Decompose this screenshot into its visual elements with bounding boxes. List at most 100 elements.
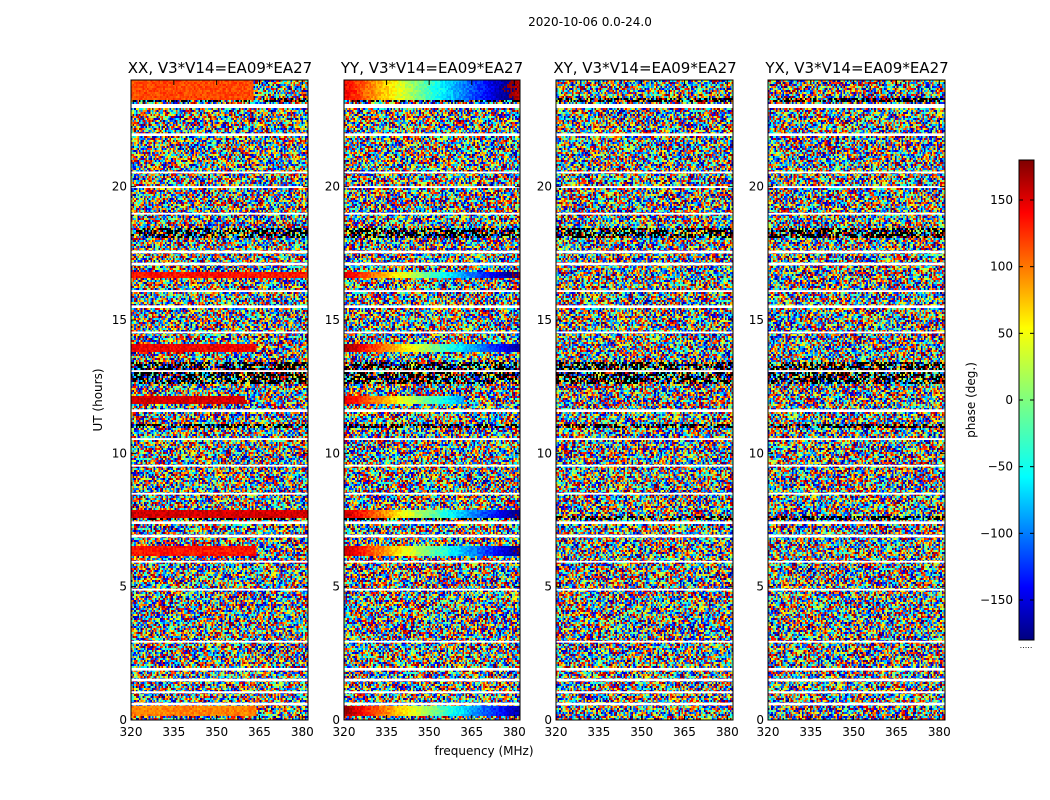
y-axis-label: UT (hours) (91, 368, 105, 431)
y-tick-label-xy-5: 5 (544, 580, 552, 594)
flagged-row-yx-5 (768, 588, 945, 591)
flagged-row-xy-9 (556, 492, 733, 495)
flagged-row-yx-12 (768, 409, 945, 412)
flagged-row-xx-5 (131, 588, 308, 591)
y-tick-label-xx-20: 20 (112, 180, 127, 194)
flagged-row-yx-1 (768, 691, 945, 694)
flagged-row-yy-5 (344, 588, 520, 591)
flagged-row-yx-19 (768, 212, 945, 215)
colorbar-tick-label-1: 100 (990, 260, 1013, 274)
flagged-row-xy-21 (556, 171, 733, 174)
flagged-row-yy-8 (344, 521, 520, 524)
flagged-row-xy-1 (556, 691, 733, 694)
y-tick-label-yx-15: 15 (749, 313, 764, 327)
y-tick-label-yx-20: 20 (749, 180, 764, 194)
flagged-row-xx-15 (131, 305, 308, 308)
flagged-row-xx-20 (131, 186, 308, 188)
flagged-row-xy-23 (556, 104, 733, 108)
flagged-row-yx-7 (768, 534, 945, 538)
colorbar-footer: ..... (1020, 641, 1033, 650)
flagged-row-yy-0 (344, 702, 520, 706)
axes-frame-xy (555, 79, 734, 721)
colorbar: 150 100 50 0 −50 −100 −150 phase (deg.) ..... (964, 159, 1035, 650)
x-tick-label-yy-350: 350 (418, 725, 441, 739)
flagged-row-xy-17 (556, 262, 733, 266)
y-tick-label-yx-5: 5 (756, 580, 764, 594)
axes-frame-yx (767, 79, 946, 721)
flagged-row-yx-10 (768, 464, 945, 467)
x-tick-label-yx-380: 380 (928, 725, 951, 739)
flagged-row-yx-4 (768, 640, 945, 643)
flagged-row-xx-7 (131, 534, 308, 538)
y-tick-label-yy-20: 20 (325, 180, 340, 194)
x-tick-label-yy-320: 320 (333, 725, 356, 739)
flagged-row-xx-11 (131, 438, 308, 440)
flagged-row-xy-3 (556, 668, 733, 671)
flagged-row-xy-4 (556, 640, 733, 643)
panel-title-yy: YY, V3*V14=EA09*EA27 (340, 59, 523, 77)
x-tick-label-yy-365: 365 (460, 725, 483, 739)
flagged-row-xy-11 (556, 438, 733, 440)
flagged-row-yx-0 (768, 702, 945, 706)
flagged-row-yy-16 (344, 290, 520, 292)
flagged-row-xx-9 (131, 492, 308, 495)
heatmap-image-yx (768, 80, 945, 720)
flagged-row-xx-8 (131, 521, 308, 524)
x-tick-label-yx-320: 320 (757, 725, 780, 739)
colorbar-tick-label-2: 50 (998, 326, 1013, 340)
y-tick-label-yy-15: 15 (325, 313, 340, 327)
flagged-row-xx-2 (131, 678, 308, 682)
flagged-row-yy-21 (344, 171, 520, 174)
flagged-row-xy-14 (556, 331, 733, 334)
flagged-row-yx-22 (768, 133, 945, 136)
flagged-row-xy-16 (556, 290, 733, 292)
flagged-row-xx-17 (131, 262, 308, 266)
flagged-row-yy-15 (344, 305, 520, 308)
flagged-row-yy-22 (344, 133, 520, 136)
figure-suptitle: 2020-10-06 0.0-24.0 (528, 15, 652, 29)
flagged-row-yy-17 (344, 262, 520, 266)
y-tick-label-xy-20: 20 (537, 180, 552, 194)
flagged-row-xy-10 (556, 464, 733, 467)
y-tick-label-xx-5: 5 (119, 580, 127, 594)
flagged-row-yx-2 (768, 678, 945, 682)
colorbar-label: phase (deg.) (964, 362, 978, 438)
x-tick-label-yy-335: 335 (375, 725, 398, 739)
flagged-row-yy-19 (344, 212, 520, 215)
y-tick-label-xy-10: 10 (537, 446, 552, 460)
flagged-row-xx-19 (131, 212, 308, 215)
colorbar-tick-label-3: 0 (1005, 393, 1013, 407)
y-tick-label-xx-0: 0 (119, 713, 127, 727)
flagged-row-xy-19 (556, 212, 733, 215)
flagged-row-xx-18 (131, 250, 308, 254)
flagged-row-yy-12 (344, 409, 520, 412)
colorbar-tick-label-5: −100 (980, 526, 1013, 540)
flagged-row-xy-8 (556, 521, 733, 524)
flagged-row-xx-13 (131, 370, 308, 372)
flagged-row-yy-10 (344, 464, 520, 467)
colorbar-tick-label-6: −150 (980, 593, 1013, 607)
flagged-row-yx-13 (768, 370, 945, 372)
flagged-row-yx-3 (768, 668, 945, 671)
flagged-row-yx-9 (768, 492, 945, 495)
x-tick-label-xx-320: 320 (120, 725, 143, 739)
flagged-row-yx-6 (768, 560, 945, 563)
flagged-row-xy-18 (556, 250, 733, 254)
flagged-row-xx-1 (131, 691, 308, 694)
flagged-row-yx-14 (768, 331, 945, 334)
panel-title-xx: XX, V3*V14=EA09*EA27 (128, 59, 312, 77)
heatmap-image-xx (131, 80, 308, 720)
flagged-row-xy-22 (556, 133, 733, 136)
flagged-row-xy-0 (556, 702, 733, 706)
flagged-row-xx-4 (131, 640, 308, 643)
flagged-row-xx-10 (131, 464, 308, 467)
flagged-row-xy-6 (556, 560, 733, 563)
flagged-row-yy-18 (344, 250, 520, 254)
x-tick-label-yy-380: 380 (503, 725, 526, 739)
flagged-row-xy-2 (556, 678, 733, 682)
panel-yx: YX, V3*V14=EA09*EA27 320 335 350 365 380 0 5 10… (749, 59, 951, 739)
heatmap-image-yy (344, 80, 520, 720)
flagged-row-xx-22 (131, 133, 308, 136)
panel-title-yx: YX, V3*V14=EA09*EA27 (764, 59, 948, 77)
flagged-row-xy-7 (556, 534, 733, 538)
